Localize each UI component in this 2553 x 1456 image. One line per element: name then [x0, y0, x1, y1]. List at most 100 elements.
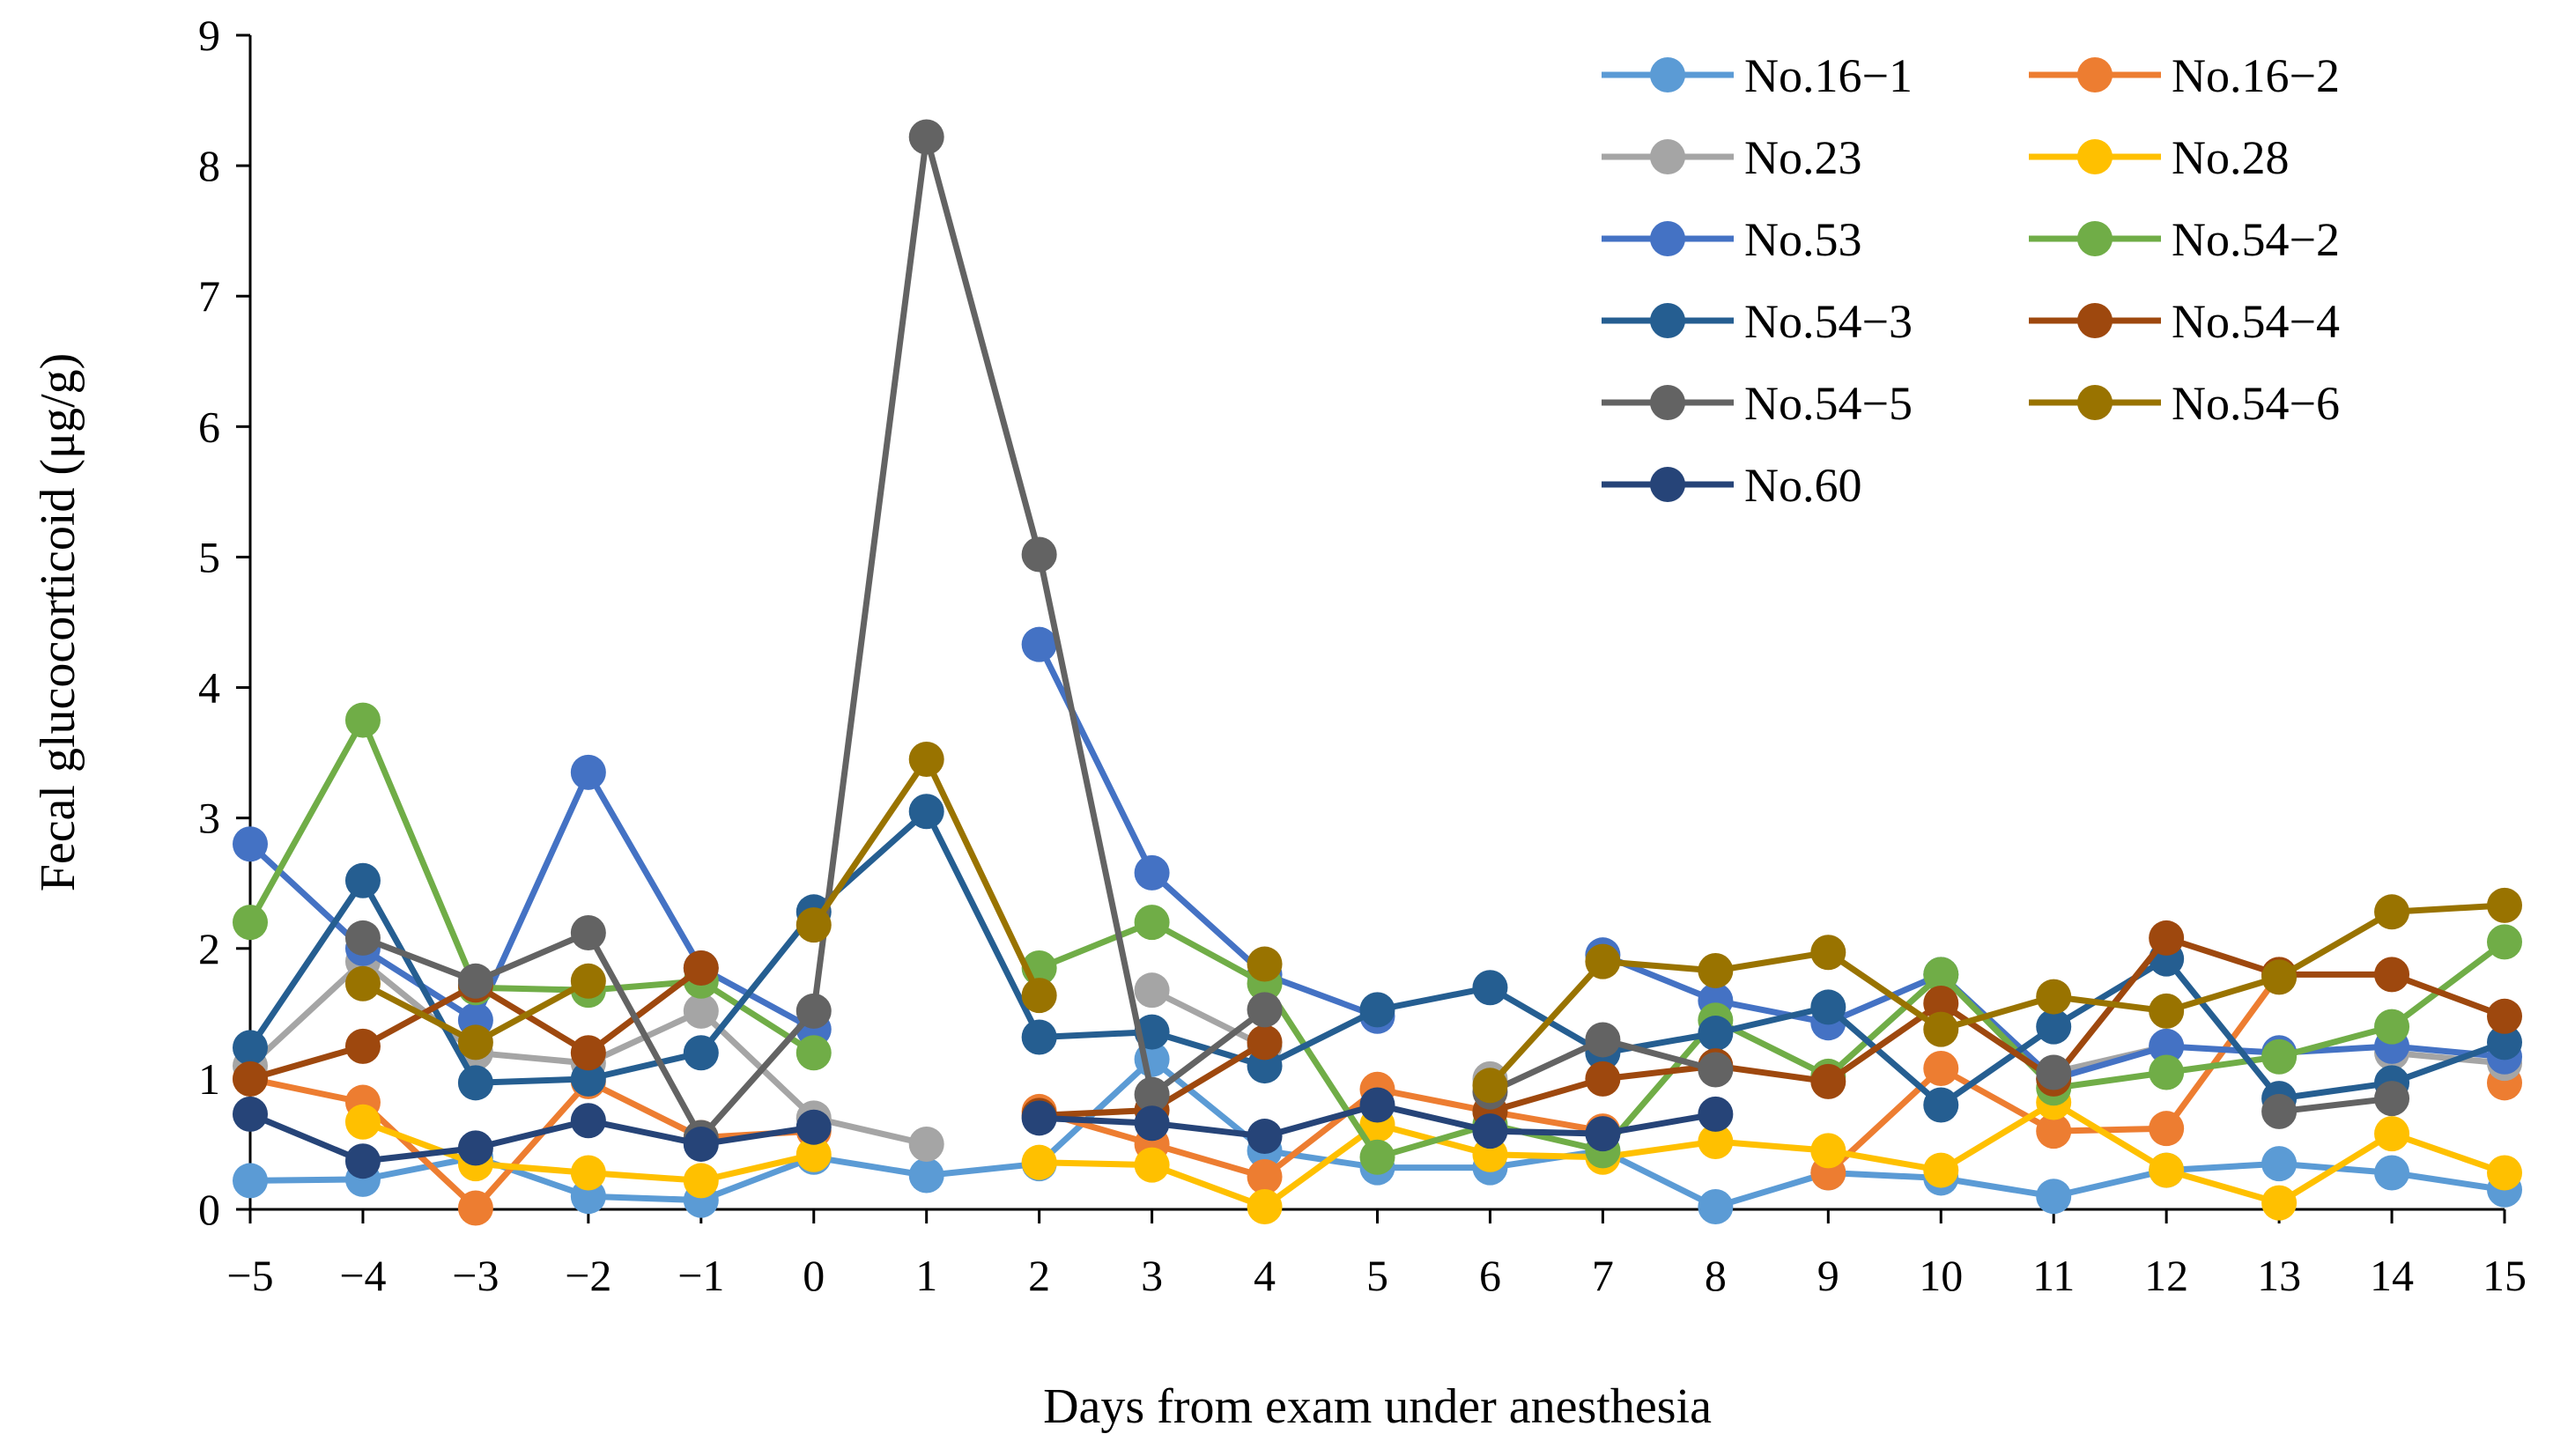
data-point — [344, 1028, 381, 1064]
data-point — [1247, 946, 1283, 982]
data-point — [1021, 626, 1057, 662]
y-tick-label: 0 — [198, 1185, 220, 1234]
legend-label: No.54−6 — [2172, 377, 2340, 430]
data-point — [1698, 1123, 1734, 1159]
y-tick-label: 6 — [198, 402, 220, 451]
data-point — [1359, 992, 1395, 1028]
legend-item: No.54−5 — [1602, 377, 1913, 430]
data-point — [1247, 1158, 1283, 1194]
data-point — [2261, 1038, 2298, 1075]
data-point — [1585, 1022, 1621, 1058]
legend-item: No.60 — [1602, 459, 1862, 512]
data-point — [1134, 1105, 1170, 1142]
data-point — [233, 1096, 268, 1132]
legend-swatch-marker — [2077, 303, 2113, 338]
y-tick-label: 3 — [198, 794, 220, 843]
y-tick-label: 4 — [198, 663, 220, 713]
y-tick-label: 8 — [198, 141, 220, 190]
data-point — [233, 1163, 268, 1199]
legend-item: No.53 — [1602, 213, 1862, 266]
legend-label: No.54−5 — [1744, 377, 1913, 430]
series-4 — [344, 1084, 2522, 1225]
data-point — [233, 826, 268, 862]
series-line — [1487, 902, 2508, 1089]
x-tick-label: −3 — [452, 1251, 499, 1300]
x-tick-label: 2 — [1028, 1251, 1050, 1300]
legend: No.16−1 No.16−2 No.23 No.28 No.53 No.54−2 No.5… — [1602, 49, 2340, 512]
data-point — [1810, 1133, 1846, 1169]
data-point — [2374, 1009, 2410, 1045]
data-point — [796, 993, 832, 1029]
data-point — [1247, 992, 1283, 1028]
y-tick-label: 5 — [198, 532, 220, 581]
data-point — [2374, 957, 2410, 993]
data-point — [908, 794, 944, 830]
data-point — [2036, 1113, 2072, 1149]
data-point — [2149, 993, 2185, 1029]
data-point — [344, 862, 381, 898]
legend-label: No.60 — [1744, 459, 1862, 512]
data-point — [1810, 989, 1846, 1025]
series-line — [247, 769, 818, 1033]
legend-label: No.16−1 — [1744, 49, 1913, 102]
data-point — [2149, 1111, 2185, 1147]
data-point — [570, 1103, 606, 1139]
data-point — [2487, 998, 2522, 1034]
data-point — [1134, 905, 1170, 941]
data-point — [1134, 854, 1170, 891]
series-group — [233, 119, 2522, 1226]
data-point — [1134, 1076, 1170, 1112]
x-tick-label: 3 — [1141, 1251, 1163, 1300]
x-tick-label: −4 — [339, 1251, 386, 1300]
x-tick-label: −2 — [565, 1251, 611, 1300]
x-tick-label: 7 — [1592, 1251, 1614, 1300]
data-point — [683, 1126, 719, 1162]
data-point — [1021, 1144, 1057, 1180]
data-point — [683, 1035, 719, 1071]
legend-swatch-marker — [1650, 221, 1685, 256]
legend-label: No.53 — [1744, 213, 1862, 266]
data-point — [796, 1035, 832, 1071]
legend-label: No.54−2 — [2172, 213, 2340, 266]
data-point — [683, 993, 719, 1029]
legend-swatch-marker — [2077, 221, 2113, 256]
x-tick-label: 11 — [2032, 1251, 2075, 1300]
data-point — [1698, 952, 1734, 988]
x-tick-label: −1 — [677, 1251, 724, 1300]
data-point — [2036, 1054, 2072, 1090]
y-tick-label: 2 — [198, 924, 220, 973]
series-9 — [344, 119, 2410, 1156]
data-point — [570, 915, 606, 951]
data-point — [908, 119, 944, 155]
data-point — [457, 1130, 493, 1166]
data-point — [570, 1155, 606, 1191]
data-point — [2036, 1009, 2072, 1045]
legend-label: No.16−2 — [2172, 49, 2340, 102]
data-point — [2487, 1155, 2522, 1191]
legend-label: No.54−3 — [1744, 295, 1913, 348]
x-axis-title: Days from exam under anesthesia — [1043, 1379, 1712, 1434]
data-point — [1923, 1152, 1959, 1188]
legend-swatch-marker — [1650, 57, 1685, 92]
data-point — [2036, 979, 2072, 1015]
data-point — [457, 1065, 493, 1101]
legend-swatch-marker — [1650, 467, 1685, 502]
data-point — [344, 920, 381, 956]
data-point — [1585, 943, 1621, 979]
x-tick-label: 14 — [2370, 1251, 2414, 1300]
legend-swatch-marker — [1650, 139, 1685, 174]
data-point — [2261, 959, 2298, 995]
series-line — [1036, 1086, 1606, 1180]
legend-item: No.54−4 — [2029, 295, 2340, 348]
data-point — [1472, 1068, 1508, 1104]
legend-item: No.54−2 — [2029, 213, 2340, 266]
legend-swatch-marker — [2077, 385, 2113, 420]
data-point — [344, 702, 381, 738]
data-point — [1698, 1189, 1734, 1225]
legend-item: No.28 — [2029, 131, 2290, 184]
legend-label: No.23 — [1744, 131, 1862, 184]
data-point — [2487, 924, 2522, 960]
legend-label: No.54−4 — [2172, 295, 2340, 348]
